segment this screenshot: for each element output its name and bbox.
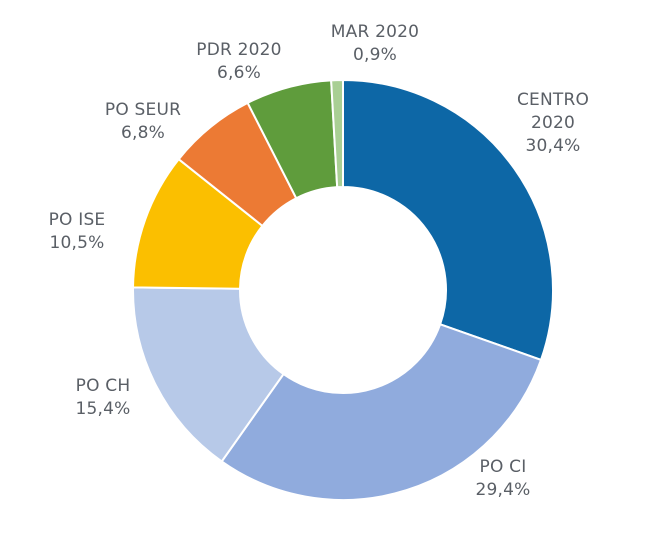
slice-name-label: MAR 2020 [331,22,419,42]
slice-value-label: 30,4% [525,136,580,156]
slice-mar-2020 [330,78,344,189]
slice-name-label: PO CH [76,376,131,396]
slice-name-label: PO ISE [49,210,106,230]
slice-name-label: 2020 [531,113,575,133]
label-po-seur: PO SEUR 6,8% [105,100,181,143]
slice-name-label: CENTRO [517,90,589,110]
slice-value-label: 6,6% [217,63,261,83]
label-po-ch: PO CH 15,4% [75,376,130,419]
slice-name-label: PO CI [480,457,527,477]
slice-value-label: 10,5% [49,233,104,253]
slice-value-label: 0,9% [353,45,397,65]
slice-value-label: 6,8% [121,123,165,143]
label-mar-2020: MAR 2020 0,9% [331,22,419,65]
slice-name-label: PDR 2020 [196,40,281,60]
slice-po-ch [132,286,285,463]
slice-value-label: 15,4% [75,399,130,419]
donut-slices [132,78,554,501]
label-pdr-2020: PDR 2020 6,6% [196,40,281,83]
label-centro-2020: CENTRO 2020 30,4% [517,90,589,156]
slice-name-label: PO SEUR [105,100,181,120]
label-po-ise: PO ISE 10,5% [49,210,106,253]
slice-centro-2020 [342,78,554,362]
slice-value-label: 29,4% [475,480,530,500]
slice-labels: CENTRO 2020 30,4% PO CI 29,4% PO CH 15,4% PO IS… [49,22,589,500]
slice-po-ci [220,323,543,501]
label-po-ci: PO CI 29,4% [475,457,530,500]
